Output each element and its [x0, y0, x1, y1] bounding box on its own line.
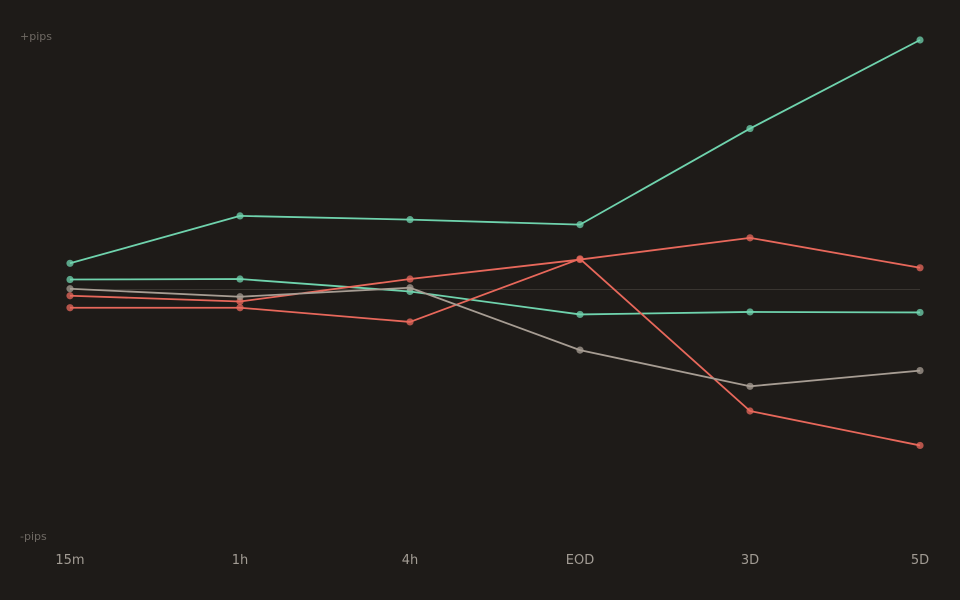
y-axis-top-label: +pips	[20, 30, 52, 43]
data-point	[406, 284, 414, 292]
data-point	[236, 212, 244, 220]
x-tick-label: 15m	[55, 553, 84, 568]
series-5	[66, 284, 924, 390]
data-point	[406, 318, 414, 326]
data-point	[576, 255, 584, 263]
data-point	[746, 407, 754, 415]
data-point	[576, 310, 584, 319]
data-point	[66, 259, 74, 267]
series-line	[69, 236, 921, 303]
data-point	[576, 221, 584, 229]
y-axis-bottom-label: -pips	[20, 530, 47, 543]
data-point	[236, 304, 244, 312]
series-line	[69, 39, 921, 265]
series-2	[66, 275, 924, 319]
series-layer	[66, 36, 924, 450]
data-point	[916, 366, 924, 375]
data-point	[406, 275, 414, 283]
x-tick-label: EOD	[566, 553, 594, 568]
data-point	[66, 285, 74, 293]
data-point	[746, 382, 754, 390]
x-tick-label: 4h	[402, 553, 419, 568]
data-point	[916, 36, 924, 44]
data-point	[916, 441, 924, 450]
x-axis-ticks: 15m 1h 4h EOD 3D 5D	[55, 553, 929, 568]
data-point	[66, 292, 74, 300]
x-tick-label: 5D	[911, 553, 929, 568]
data-point	[916, 308, 924, 317]
series-4	[66, 255, 924, 450]
data-point	[66, 304, 74, 312]
series-1	[66, 36, 924, 267]
series-line	[69, 286, 921, 388]
x-tick-label: 3D	[741, 553, 759, 568]
data-point	[66, 275, 74, 284]
data-point	[916, 264, 924, 272]
x-tick-label: 1h	[232, 553, 249, 568]
data-point	[406, 216, 414, 224]
data-point	[746, 308, 754, 316]
series-line	[70, 257, 921, 447]
data-point	[236, 275, 244, 283]
data-point	[576, 346, 584, 354]
series-line	[69, 278, 921, 316]
data-point	[746, 124, 754, 133]
data-point	[236, 293, 244, 301]
data-point	[746, 234, 754, 242]
